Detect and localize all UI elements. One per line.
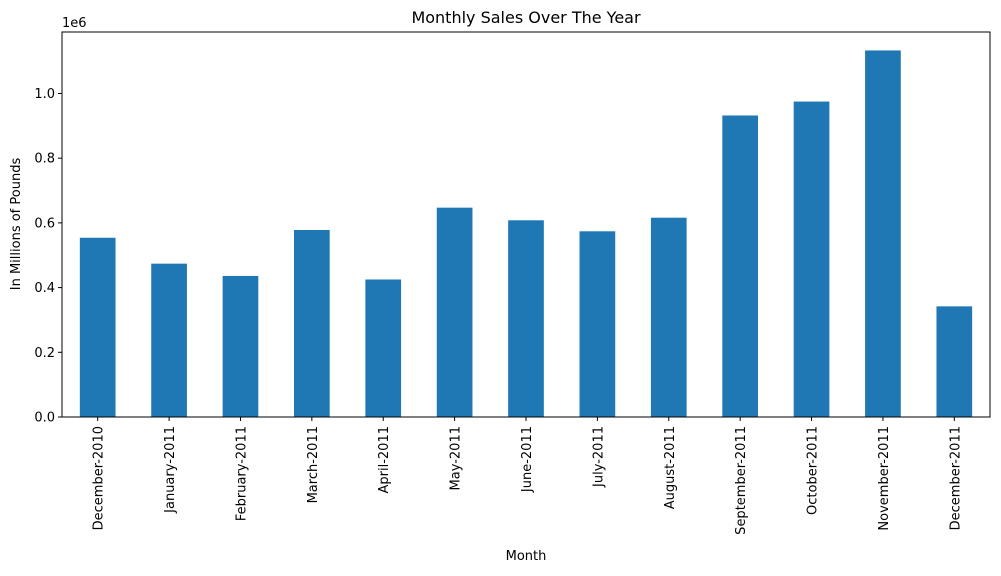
y-tick-label: 0.2 xyxy=(34,346,55,361)
x-tick-label: November-2011 xyxy=(877,426,892,531)
bar-july-2011 xyxy=(579,231,616,417)
x-tick-label: August-2011 xyxy=(663,426,678,509)
x-tick-label: January-2011 xyxy=(163,426,178,514)
plot-frame xyxy=(61,31,991,418)
bar-march-2011 xyxy=(294,230,330,417)
bar-april-2011 xyxy=(365,279,402,417)
y-tick-label: 0.4 xyxy=(34,281,55,296)
x-tick-label: April-2011 xyxy=(377,426,392,494)
y-tick-label: 1.0 xyxy=(34,87,55,102)
x-tick-label: October-2011 xyxy=(806,426,821,515)
y-axis-offset-label: 1e6 xyxy=(62,16,87,31)
bar-december-2010 xyxy=(79,237,116,417)
chart-title: Monthly Sales Over The Year xyxy=(411,8,641,27)
x-tick-label: May-2011 xyxy=(449,426,464,490)
y-axis: 0.0 0.2 0.4 0.6 0.8 1.0 xyxy=(34,87,62,426)
x-tick-label: February-2011 xyxy=(234,426,249,521)
y-axis-label: In Millions of Pounds xyxy=(9,158,24,291)
x-tick-label: September-2011 xyxy=(734,426,749,535)
x-axis-label: Month xyxy=(506,549,547,564)
bar-june-2011 xyxy=(508,220,544,417)
bar-november-2011 xyxy=(865,50,901,418)
y-tick-label: 0.6 xyxy=(34,216,55,231)
x-tick-label: July-2011 xyxy=(591,426,606,488)
x-tick-label: June-2011 xyxy=(520,426,535,493)
bars-group xyxy=(79,50,973,418)
x-tick-label: December-2010 xyxy=(92,426,107,530)
bar-february-2011 xyxy=(222,275,259,417)
x-axis: December-2010 January-2011 February-2011 Ma… xyxy=(92,417,963,535)
bar-may-2011 xyxy=(436,207,473,417)
bar-december-2011 xyxy=(936,306,973,417)
y-tick-label: 0.8 xyxy=(34,152,55,167)
y-tick-label: 0.0 xyxy=(34,411,55,426)
bar-january-2011 xyxy=(151,263,187,417)
x-tick-label: March-2011 xyxy=(306,426,321,503)
bar-september-2011 xyxy=(722,115,758,418)
bar-october-2011 xyxy=(793,101,830,417)
x-tick-label: December-2011 xyxy=(948,426,963,530)
bar-august-2011 xyxy=(650,217,687,417)
